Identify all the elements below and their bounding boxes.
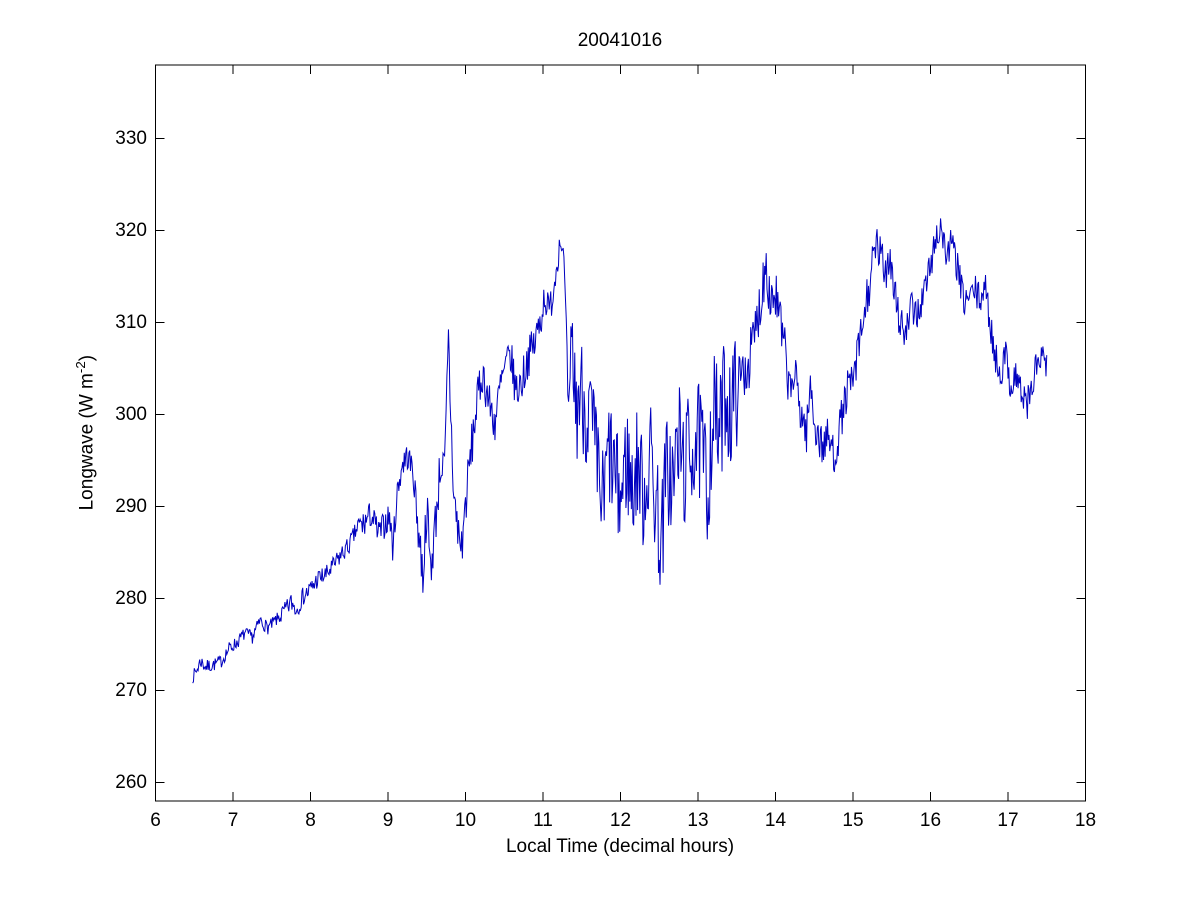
y-axis-label: Longwave (W m-2) bbox=[73, 355, 98, 510]
y-tick-label: 270 bbox=[115, 679, 147, 701]
x-tick-label: 18 bbox=[1074, 810, 1097, 831]
y-axis-label-superscript: -2 bbox=[73, 361, 89, 374]
x-tick-label: 8 bbox=[305, 810, 316, 831]
x-tick-label: 7 bbox=[227, 810, 239, 831]
x-tick-label: 6 bbox=[150, 810, 161, 831]
x-tick-label: 17 bbox=[997, 810, 1019, 831]
axis-box bbox=[155, 64, 1086, 802]
y-tick-label: 290 bbox=[115, 495, 147, 517]
y-tick-label: 320 bbox=[115, 219, 147, 241]
x-tick-label: 9 bbox=[382, 810, 394, 831]
x-tick-label: 13 bbox=[687, 810, 709, 831]
y-tick-label: 330 bbox=[115, 127, 147, 149]
x-tick-label: 10 bbox=[454, 810, 477, 831]
x-tick-label: 11 bbox=[533, 810, 553, 831]
x-axis-label: Local Time (decimal hours) bbox=[505, 836, 735, 857]
x-tick-label: 12 bbox=[609, 810, 632, 831]
y-tick-label: 260 bbox=[115, 771, 147, 793]
y-tick-label: 300 bbox=[115, 403, 147, 425]
chart-title: 20041016 bbox=[577, 30, 663, 51]
x-tick-label: 15 bbox=[842, 810, 864, 831]
x-tick-label: 14 bbox=[764, 810, 787, 831]
x-tick-label: 16 bbox=[919, 810, 942, 831]
y-axis-label-close: ) bbox=[76, 355, 98, 362]
y-axis-label-text: Longwave (W m bbox=[76, 373, 98, 511]
y-tick-label: 310 bbox=[115, 311, 147, 333]
data-line bbox=[192, 218, 1048, 684]
y-tick-label: 280 bbox=[115, 587, 147, 609]
